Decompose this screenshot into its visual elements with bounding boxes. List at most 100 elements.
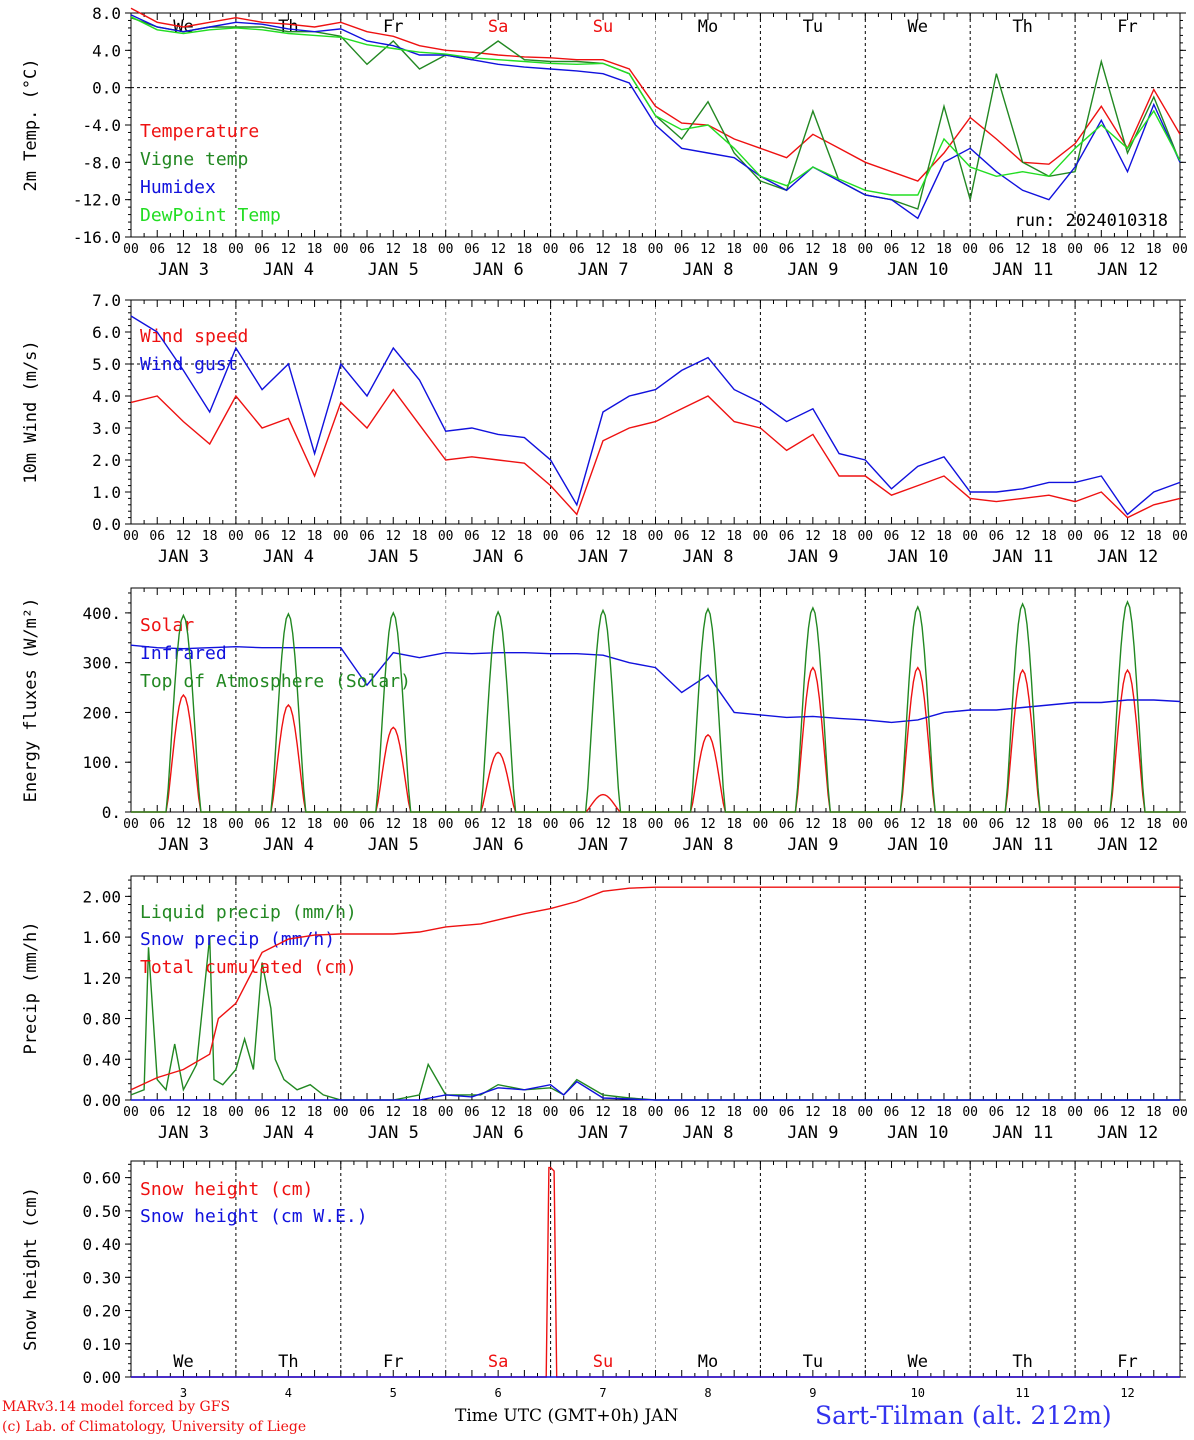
date-label: JAN 3 — [158, 835, 209, 855]
day-of-week-label: Mo — [698, 1352, 718, 1372]
hour-tick-label: 00 — [857, 817, 873, 832]
day-of-week-label: Sa — [488, 17, 508, 37]
y-tick-label: 2.00 — [82, 887, 121, 906]
hour-tick-label: 18 — [307, 817, 323, 832]
hour-tick-label: 18 — [202, 529, 218, 544]
y-tick-label: 0.20 — [82, 1302, 121, 1321]
station-label: Sart-Tilman (alt. 212m) — [815, 1401, 1112, 1430]
date-label: JAN 9 — [787, 547, 838, 567]
hour-tick-label: 06 — [989, 817, 1005, 832]
hour-tick-label: 00 — [123, 817, 139, 832]
y-tick-label: 100. — [82, 753, 121, 772]
hour-tick-label: 12 — [1015, 817, 1031, 832]
hour-tick-label: 06 — [1093, 242, 1109, 257]
y-tick-label: 0.60 — [82, 1169, 121, 1188]
hour-tick-label: 12 — [490, 817, 506, 832]
date-label: JAN 12 — [1097, 1123, 1158, 1143]
hour-tick-label: 00 — [438, 1105, 454, 1120]
hour-tick-label: 18 — [412, 529, 428, 544]
y-tick-label: 1.60 — [82, 928, 121, 947]
hour-tick-label: 12 — [385, 817, 401, 832]
date-label: JAN 11 — [992, 547, 1053, 567]
x-axis-label: Time UTC (GMT+0h) JAN — [455, 1406, 679, 1426]
hour-tick-label: 12 — [910, 529, 926, 544]
day-of-week-label: Su — [593, 17, 613, 37]
hour-tick-label: 06 — [674, 1105, 690, 1120]
y-tick-label: 7.0 — [92, 291, 121, 310]
hour-tick-label: 00 — [1172, 242, 1188, 257]
date-label: JAN 11 — [992, 1123, 1053, 1143]
y-axis-label: 10m Wind (m/s) — [21, 340, 41, 483]
series-line-dewpoint-temp — [130, 16, 1181, 196]
y-tick-label: -8.0 — [82, 153, 121, 172]
hour-tick-label: 06 — [359, 817, 375, 832]
hour-tick-label: 06 — [359, 529, 375, 544]
legend-entry: Humidex — [140, 177, 216, 198]
hour-tick-label: 12 — [805, 1105, 821, 1120]
date-label: JAN 7 — [577, 1123, 628, 1143]
hour-tick-label: 18 — [307, 242, 323, 257]
hour-tick-label: 00 — [438, 529, 454, 544]
series-line-liquid-precip-mm-h — [130, 937, 1180, 1101]
hour-tick-label: 12 — [490, 529, 506, 544]
hour-tick-label: 00 — [228, 817, 244, 832]
hour-tick-label: 06 — [779, 529, 795, 544]
hour-tick-label: 18 — [726, 1105, 742, 1120]
date-label: JAN 11 — [992, 260, 1053, 280]
hour-tick-label: 06 — [254, 1105, 270, 1120]
hour-tick-label: 00 — [1067, 1105, 1083, 1120]
y-tick-label: 300. — [82, 654, 121, 673]
day-number-label: 4 — [285, 1386, 292, 1400]
hour-tick-label: 06 — [884, 242, 900, 257]
credit-line-2: (c) Lab. of Climatology, University of L… — [2, 1419, 307, 1435]
day-of-week-label: Tu — [803, 17, 823, 37]
hour-tick-label: 12 — [595, 817, 611, 832]
hour-tick-label: 06 — [149, 817, 165, 832]
hour-tick-label: 06 — [884, 1105, 900, 1120]
hour-tick-label: 06 — [359, 242, 375, 257]
hour-tick-label: 12 — [1120, 817, 1136, 832]
date-label: JAN 10 — [887, 835, 948, 855]
y-tick-label: -16.0 — [73, 228, 121, 247]
day-of-week-label: Th — [1012, 1352, 1032, 1372]
hour-tick-label: 00 — [438, 817, 454, 832]
series-line-wind-gust — [130, 315, 1181, 516]
hour-tick-label: 00 — [648, 242, 664, 257]
hour-tick-label: 18 — [1146, 817, 1162, 832]
hour-tick-label: 00 — [753, 817, 769, 832]
y-axis-label: Energy fluxes (W/m²) — [21, 598, 41, 803]
hour-tick-label: 18 — [936, 817, 952, 832]
hour-tick-label: 00 — [333, 242, 349, 257]
hour-tick-label: 12 — [805, 817, 821, 832]
hour-tick-label: 12 — [490, 242, 506, 257]
date-label: JAN 6 — [473, 1123, 524, 1143]
hour-tick-label: 00 — [962, 242, 978, 257]
y-tick-label: 0.40 — [82, 1235, 121, 1254]
series-line-vigne-temp — [130, 17, 1181, 210]
legend-entry: Liquid precip (mm/h) — [140, 902, 357, 923]
hour-tick-label: 06 — [884, 817, 900, 832]
y-tick-label: 8.0 — [92, 4, 121, 23]
hour-tick-label: 00 — [1172, 1105, 1188, 1120]
day-number-label: 10 — [911, 1386, 925, 1400]
hour-tick-label: 00 — [648, 529, 664, 544]
hour-tick-label: 18 — [831, 1105, 847, 1120]
day-of-week-label: Su — [593, 1352, 613, 1372]
hour-tick-label: 12 — [281, 242, 297, 257]
hour-tick-label: 06 — [254, 529, 270, 544]
hour-tick-label: 06 — [254, 242, 270, 257]
hour-tick-label: 18 — [412, 1105, 428, 1120]
hour-tick-label: 12 — [1015, 242, 1031, 257]
hour-tick-label: 12 — [910, 242, 926, 257]
day-number-label: 6 — [495, 1386, 502, 1400]
legend-entry: Snow height (cm W.E.) — [140, 1206, 368, 1227]
hour-tick-label: 12 — [176, 817, 192, 832]
hour-tick-label: 12 — [281, 529, 297, 544]
date-label: JAN 12 — [1097, 835, 1158, 855]
y-tick-label: 4.0 — [92, 387, 121, 406]
date-label: JAN 7 — [577, 835, 628, 855]
date-label: JAN 12 — [1097, 260, 1158, 280]
date-label: JAN 7 — [577, 260, 628, 280]
hour-tick-label: 06 — [149, 242, 165, 257]
hour-tick-label: 00 — [543, 1105, 559, 1120]
